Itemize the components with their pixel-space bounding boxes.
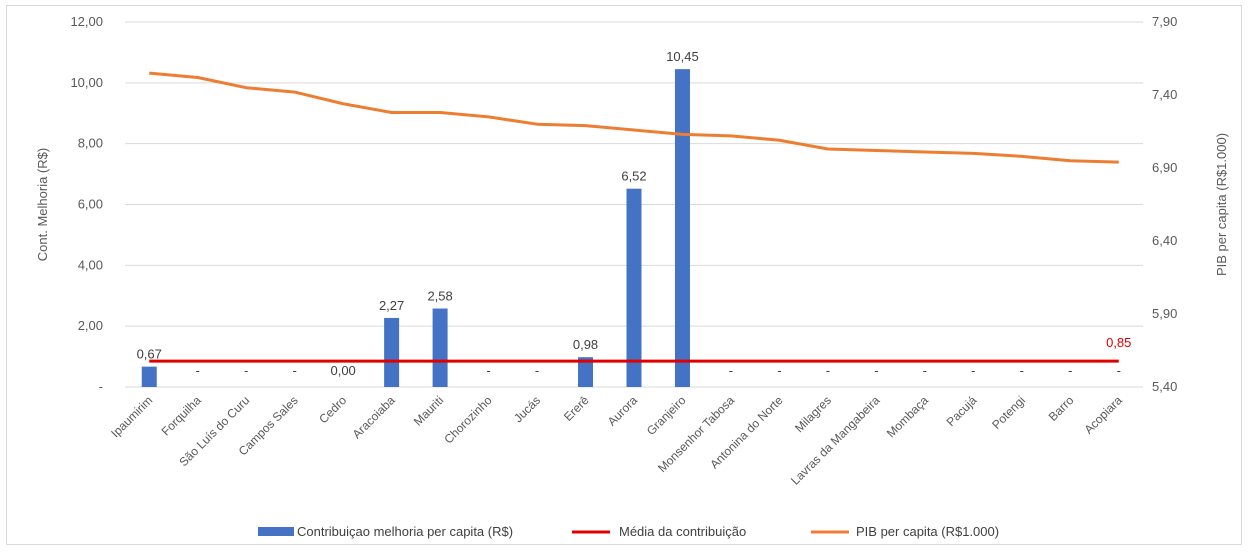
x-tick-label: Granjeiro (644, 393, 689, 438)
bar (578, 357, 594, 387)
y2-axis-title: PIB per capita (R$1.000) (1214, 133, 1229, 276)
average-data-label: 0,85 (1106, 335, 1131, 350)
bar-data-label: 2,58 (427, 289, 452, 304)
data-labels: 0,67 - - - 0,00 2,27 2,58 - - 0,98 6,52 10,45 - - - - - -… (137, 49, 1132, 378)
x-tick-label: Cedro (316, 393, 349, 426)
bar-data-label: - (1117, 363, 1121, 378)
bar-data-label: - (971, 363, 975, 378)
y-tick-label: 4,00 (78, 257, 103, 272)
x-tick-label: Chorozinho (441, 393, 495, 447)
y2-tick-label: 6,90 (1152, 160, 1177, 175)
x-tick-label: Potengi (989, 393, 1028, 432)
bar-data-label: 0,00 (330, 363, 355, 378)
bar (432, 308, 448, 387)
legend-label-pib: PIB per capita (R$1.000) (856, 524, 999, 539)
line-series (149, 71, 1119, 363)
bar-data-label: 0,98 (573, 337, 598, 352)
bar-data-label: 6,52 (621, 169, 646, 184)
bar-data-label: - (196, 363, 200, 378)
y2-tick-label: 5,40 (1152, 379, 1177, 394)
y-tick-label: 10,00 (70, 75, 103, 90)
y-tick-label: - (99, 379, 103, 394)
bar-data-label: - (244, 363, 248, 378)
legend-swatch-bar (258, 527, 294, 536)
bar (626, 188, 642, 387)
legend-label-average: Média da contribuição (619, 524, 746, 539)
x-tick-label: Aracoiaba (350, 393, 398, 441)
y-tick-label: 6,00 (78, 197, 103, 212)
legend-label-bar: Contribuiçao melhoria per capita (R$) (297, 524, 513, 539)
x-tick-label: Ererê (561, 393, 592, 424)
bar-data-label: - (826, 363, 830, 378)
y-axis-title: Cont. Melhoria (R$) (35, 148, 50, 261)
bar-data-label: - (486, 363, 490, 378)
x-tick-label: Barro (1046, 393, 1077, 424)
x-tick-label: Lavras da Mangabeira (788, 393, 883, 488)
bar-data-label: - (923, 363, 927, 378)
x-tick-label: Ipaumirim (108, 393, 155, 440)
x-tick-label: Aurora (605, 393, 641, 429)
bar-data-label: - (1020, 363, 1024, 378)
bar-data-label: - (729, 363, 733, 378)
bar (141, 366, 157, 387)
bar-data-label: - (292, 363, 296, 378)
y-tick-label: 12,00 (70, 14, 103, 29)
x-tick-label: Mombaça (884, 393, 931, 440)
bar (384, 317, 400, 387)
x-tick-label: Jucás (511, 393, 543, 425)
bar-data-label: 0,67 (137, 347, 162, 362)
x-tick-label: Acopiara (1081, 393, 1125, 437)
legend: Contribuiçao melhoria per capita (R$) Méd… (258, 524, 999, 539)
bar-data-label: 2,27 (379, 298, 404, 313)
x-tick-label: Mauriti (411, 393, 446, 428)
bar-data-label: - (1068, 363, 1072, 378)
y-tick-label: 8,00 (78, 136, 103, 151)
pib-line (149, 71, 1119, 164)
bar (674, 69, 690, 387)
y-tick-label: 2,00 (78, 318, 103, 333)
bar-data-label: - (874, 363, 878, 378)
x-tick-label: Forquilha (159, 393, 205, 439)
chart-frame (6, 5, 1242, 545)
y2-tick-label: 7,40 (1152, 87, 1177, 102)
x-tick-label: Milagres (792, 393, 834, 435)
y2-tick-label: 7,90 (1152, 14, 1177, 29)
bar-data-label: 10,45 (666, 49, 699, 64)
y2-tick-label: 5,90 (1152, 306, 1177, 321)
bar-data-label: - (535, 363, 539, 378)
x-tick-label: Pacujá (944, 393, 980, 429)
y2-tick-label: 6,40 (1152, 233, 1177, 248)
bar-series (141, 69, 690, 387)
gridlines (125, 21, 1143, 388)
bar-data-label: - (777, 363, 781, 378)
